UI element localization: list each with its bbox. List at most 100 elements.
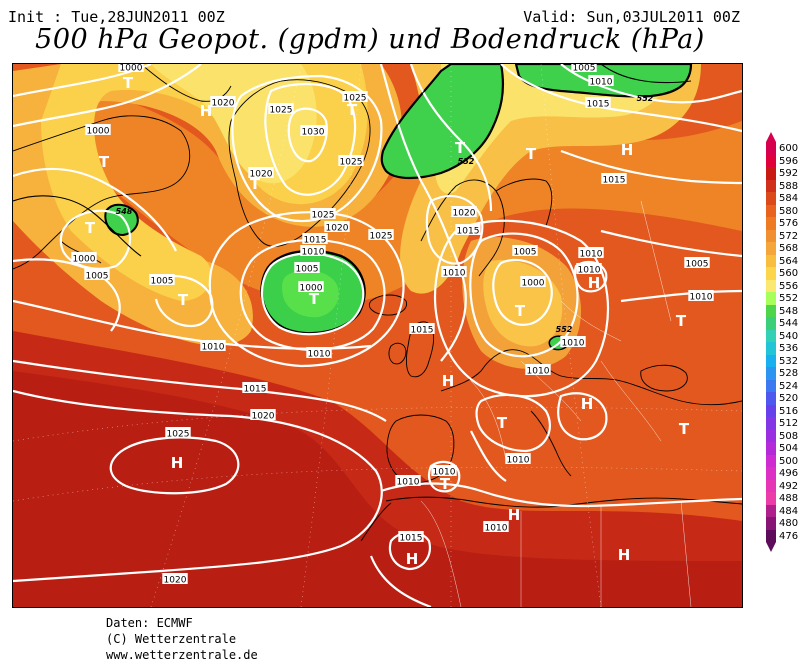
legend-row: 488 xyxy=(764,492,812,505)
pressure-label: 1000 xyxy=(120,64,143,74)
pressure-label-bg xyxy=(300,245,326,256)
pressure-label: 1025 xyxy=(167,430,190,440)
legend-label: 496 xyxy=(779,468,799,479)
legend-label: 528 xyxy=(779,368,799,379)
pressure-label-bg xyxy=(368,229,394,240)
high-pressure-center: H xyxy=(588,274,601,292)
pressure-label-bg xyxy=(525,364,551,375)
legend-label: 512 xyxy=(779,418,799,429)
footer-copyright: (C) Wetterzentrale xyxy=(106,632,237,646)
legend-label: 596 xyxy=(779,155,799,167)
high-pressure-center: H xyxy=(406,550,419,568)
borders xyxy=(420,200,692,607)
pressure-label-bg xyxy=(688,290,714,301)
weather-map: 1000 1020 1025 1025 1030 1000 1025 1020 1025 1020… xyxy=(12,63,743,608)
pressure-label: 1010 xyxy=(485,524,508,534)
legend-label: 488 xyxy=(779,493,799,504)
low-pressure-center: T xyxy=(99,153,110,171)
pressure-label-bg xyxy=(294,262,320,273)
legend-row: 568 xyxy=(764,242,812,255)
pressure-label-bg xyxy=(250,409,276,420)
low-pressure-center: T xyxy=(347,101,358,119)
legend-label: 568 xyxy=(779,243,799,254)
legend-row: 596 xyxy=(764,154,812,168)
legend-row: 480 xyxy=(764,517,812,530)
legend-swatch xyxy=(766,179,776,192)
pressure-label: 1020 xyxy=(252,412,275,422)
pressure-label-bg xyxy=(324,221,350,232)
legend-row: 500 xyxy=(764,454,812,468)
legend-label: 504 xyxy=(779,443,799,454)
low-pressure-center: T xyxy=(455,139,466,157)
pressure-label: 1005 xyxy=(573,64,596,74)
legend-swatch xyxy=(766,379,776,392)
pressure-label: 1010 xyxy=(578,266,601,276)
pressure-label-bg xyxy=(585,97,611,108)
pressure-label-bg xyxy=(431,465,457,476)
pressure-label: 1010 xyxy=(443,269,466,279)
pressure-label-bg xyxy=(512,245,538,256)
legend-swatch xyxy=(766,442,776,455)
pressure-label: 1000 xyxy=(300,284,323,294)
legend-swatch xyxy=(766,229,776,242)
pressure-label-bg xyxy=(578,247,604,258)
legend-row: 544 xyxy=(764,317,812,330)
legend-swatch xyxy=(766,504,776,517)
legend-row: 492 xyxy=(764,479,812,493)
pressure-label-bg xyxy=(165,427,191,438)
pressure-labels: 1000 1020 1025 1025 1030 1000 1025 1020 1025 1020… xyxy=(71,64,714,586)
legend-label: 588 xyxy=(779,180,799,192)
pressure-label: 1025 xyxy=(370,232,393,242)
legend-swatch xyxy=(766,242,776,255)
geopotential-label: 552 xyxy=(556,325,573,334)
pressure-label-bg xyxy=(84,269,110,280)
legend-label: 548 xyxy=(779,305,799,317)
legend-label: 536 xyxy=(779,343,799,354)
init-time: Init : Tue,28JUN2011 00Z xyxy=(8,8,225,26)
legend-label: 544 xyxy=(779,318,799,329)
legend-row: 592 xyxy=(764,167,812,180)
pressure-label: 1020 xyxy=(212,99,235,109)
legend-label: 556 xyxy=(779,280,799,292)
pressure-label: 1015 xyxy=(587,100,610,110)
footer-data-source: Daten: ECMWF xyxy=(106,616,193,630)
legend-swatch xyxy=(766,454,776,467)
isobars xyxy=(13,64,742,607)
legend-swatch xyxy=(766,204,776,217)
pressure-label: 1015 xyxy=(244,385,267,395)
pressure-label-bg xyxy=(483,521,509,532)
pressure-label-bg xyxy=(342,91,368,102)
pressure-label: 1000 xyxy=(87,127,110,137)
low-pressure-center: T xyxy=(309,290,320,308)
pressure-label: 1010 xyxy=(590,78,613,88)
legend-label: 484 xyxy=(779,505,799,517)
high-pressure-center: H xyxy=(171,454,184,472)
high-pressure-center: H xyxy=(621,141,634,159)
pressure-label-bg xyxy=(455,224,481,235)
low-pressure-center: T xyxy=(440,475,451,493)
legend-label: 580 xyxy=(779,205,799,217)
legend-swatch xyxy=(766,279,776,292)
legend-row: 556 xyxy=(764,279,812,293)
legend-swatch xyxy=(766,292,776,305)
low-pressure-center: T xyxy=(526,145,537,163)
legend-swatch xyxy=(766,192,776,205)
low-pressure-center: T xyxy=(178,291,189,309)
pressure-label: 1015 xyxy=(304,236,327,246)
pressure-label-bg xyxy=(601,173,627,184)
legend-row: 540 xyxy=(764,329,812,343)
pressure-label: 1010 xyxy=(580,250,603,260)
legend-row: 508 xyxy=(764,429,812,443)
legend-label: 476 xyxy=(779,530,799,542)
pressure-label-bg xyxy=(395,475,421,486)
pressure-label-bg xyxy=(210,96,236,107)
low-pressure-center: T xyxy=(123,74,134,92)
legend-bottom-cap xyxy=(766,542,776,552)
geopotential-label: 552 xyxy=(637,94,654,103)
low-pressure-center: T xyxy=(497,414,508,432)
pressure-label: 1005 xyxy=(296,265,319,275)
legend-row: 532 xyxy=(764,354,812,368)
legend-label: 564 xyxy=(779,255,799,267)
legend-swatch xyxy=(766,354,776,367)
pressure-label-bg xyxy=(268,103,294,114)
